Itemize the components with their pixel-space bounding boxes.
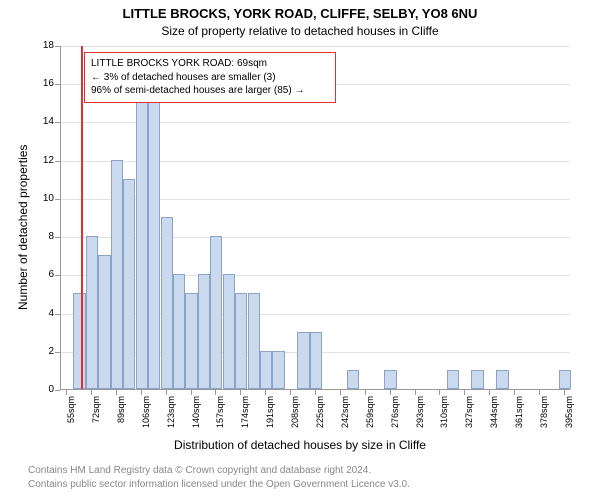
x-tick-label: 310sqm bbox=[439, 396, 449, 436]
histogram-bar bbox=[123, 179, 135, 389]
histogram-bar bbox=[235, 293, 247, 389]
x-tick-label: 242sqm bbox=[340, 396, 350, 436]
y-tick-label: 14 bbox=[32, 116, 54, 127]
histogram-bar bbox=[496, 370, 508, 389]
histogram-bar bbox=[384, 370, 396, 389]
y-tick-label: 8 bbox=[32, 231, 54, 242]
x-tick-mark bbox=[464, 390, 465, 395]
x-tick-label: 259sqm bbox=[365, 396, 375, 436]
histogram-bar bbox=[173, 274, 185, 389]
x-tick-label: 55sqm bbox=[66, 396, 76, 436]
x-tick-mark bbox=[340, 390, 341, 395]
histogram-bar bbox=[198, 274, 210, 389]
y-tick-label: 0 bbox=[32, 384, 54, 395]
histogram-bar bbox=[471, 370, 483, 389]
x-tick-label: 344sqm bbox=[489, 396, 499, 436]
x-tick-mark bbox=[439, 390, 440, 395]
histogram-bar bbox=[161, 217, 173, 389]
x-tick-mark bbox=[191, 390, 192, 395]
annotation-line: 96% of semi-detached houses are larger (… bbox=[91, 84, 329, 98]
y-tick-label: 16 bbox=[32, 78, 54, 89]
x-tick-label: 378sqm bbox=[539, 396, 549, 436]
y-tick-mark bbox=[55, 390, 60, 391]
y-tick-mark bbox=[55, 46, 60, 47]
x-tick-label: 361sqm bbox=[514, 396, 524, 436]
x-tick-label: 276sqm bbox=[390, 396, 400, 436]
x-tick-mark bbox=[290, 390, 291, 395]
x-tick-label: 106sqm bbox=[141, 396, 151, 436]
x-tick-label: 225sqm bbox=[315, 396, 325, 436]
x-tick-label: 89sqm bbox=[116, 396, 126, 436]
x-tick-label: 140sqm bbox=[191, 396, 201, 436]
histogram-bar bbox=[148, 102, 160, 389]
y-tick-mark bbox=[55, 314, 60, 315]
x-tick-label: 395sqm bbox=[564, 396, 574, 436]
histogram-bar bbox=[223, 274, 235, 389]
x-tick-label: 293sqm bbox=[415, 396, 425, 436]
x-tick-label: 191sqm bbox=[265, 396, 275, 436]
annotation-box: LITTLE BROCKS YORK ROAD: 69sqm← 3% of de… bbox=[84, 52, 336, 103]
x-tick-mark bbox=[215, 390, 216, 395]
x-tick-label: 123sqm bbox=[166, 396, 176, 436]
histogram-bar bbox=[98, 255, 110, 389]
annotation-line: ← 3% of detached houses are smaller (3) bbox=[91, 71, 329, 85]
x-tick-mark bbox=[539, 390, 540, 395]
x-axis-label: Distribution of detached houses by size … bbox=[0, 438, 600, 452]
histogram-bar bbox=[73, 293, 85, 389]
x-tick-label: 327sqm bbox=[464, 396, 474, 436]
y-tick-mark bbox=[55, 275, 60, 276]
histogram-bar bbox=[559, 370, 571, 389]
histogram-bar bbox=[136, 83, 148, 389]
x-tick-label: 72sqm bbox=[91, 396, 101, 436]
annotation-line: LITTLE BROCKS YORK ROAD: 69sqm bbox=[91, 57, 329, 71]
x-tick-mark bbox=[240, 390, 241, 395]
x-tick-mark bbox=[315, 390, 316, 395]
y-tick-mark bbox=[55, 161, 60, 162]
y-tick-mark bbox=[55, 199, 60, 200]
x-tick-mark bbox=[390, 390, 391, 395]
x-tick-mark bbox=[166, 390, 167, 395]
y-tick-label: 4 bbox=[32, 308, 54, 319]
x-tick-label: 157sqm bbox=[215, 396, 225, 436]
y-tick-label: 6 bbox=[32, 269, 54, 280]
y-tick-label: 18 bbox=[32, 40, 54, 51]
x-tick-mark bbox=[116, 390, 117, 395]
y-axis-label: Number of detached properties bbox=[16, 145, 30, 310]
histogram-bar bbox=[111, 160, 123, 389]
histogram-bar bbox=[185, 293, 197, 389]
footer-line-1: Contains HM Land Registry data © Crown c… bbox=[28, 464, 371, 477]
histogram-bar bbox=[272, 351, 284, 389]
x-tick-mark bbox=[564, 390, 565, 395]
y-tick-mark bbox=[55, 122, 60, 123]
histogram-bar bbox=[248, 293, 260, 389]
chart-subtitle: Size of property relative to detached ho… bbox=[0, 24, 600, 38]
histogram-bar bbox=[310, 332, 322, 389]
x-tick-mark bbox=[66, 390, 67, 395]
y-tick-label: 10 bbox=[32, 193, 54, 204]
x-tick-mark bbox=[365, 390, 366, 395]
histogram-bar bbox=[347, 370, 359, 389]
y-tick-mark bbox=[55, 84, 60, 85]
histogram-bar bbox=[447, 370, 459, 389]
histogram-bar bbox=[210, 236, 222, 389]
x-tick-mark bbox=[91, 390, 92, 395]
histogram-bar bbox=[297, 332, 309, 389]
y-tick-label: 12 bbox=[32, 155, 54, 166]
y-tick-mark bbox=[55, 237, 60, 238]
chart-container: LITTLE BROCKS, YORK ROAD, CLIFFE, SELBY,… bbox=[0, 0, 600, 500]
footer-line-2: Contains public sector information licen… bbox=[28, 478, 410, 491]
x-tick-mark bbox=[265, 390, 266, 395]
x-tick-label: 174sqm bbox=[240, 396, 250, 436]
x-tick-mark bbox=[514, 390, 515, 395]
histogram-bar bbox=[260, 351, 272, 389]
histogram-bar bbox=[86, 236, 98, 389]
x-tick-mark bbox=[489, 390, 490, 395]
y-tick-label: 2 bbox=[32, 346, 54, 357]
y-tick-mark bbox=[55, 352, 60, 353]
x-tick-mark bbox=[415, 390, 416, 395]
grid-line bbox=[61, 46, 570, 47]
x-tick-label: 208sqm bbox=[290, 396, 300, 436]
x-tick-mark bbox=[141, 390, 142, 395]
chart-title: LITTLE BROCKS, YORK ROAD, CLIFFE, SELBY,… bbox=[0, 6, 600, 21]
